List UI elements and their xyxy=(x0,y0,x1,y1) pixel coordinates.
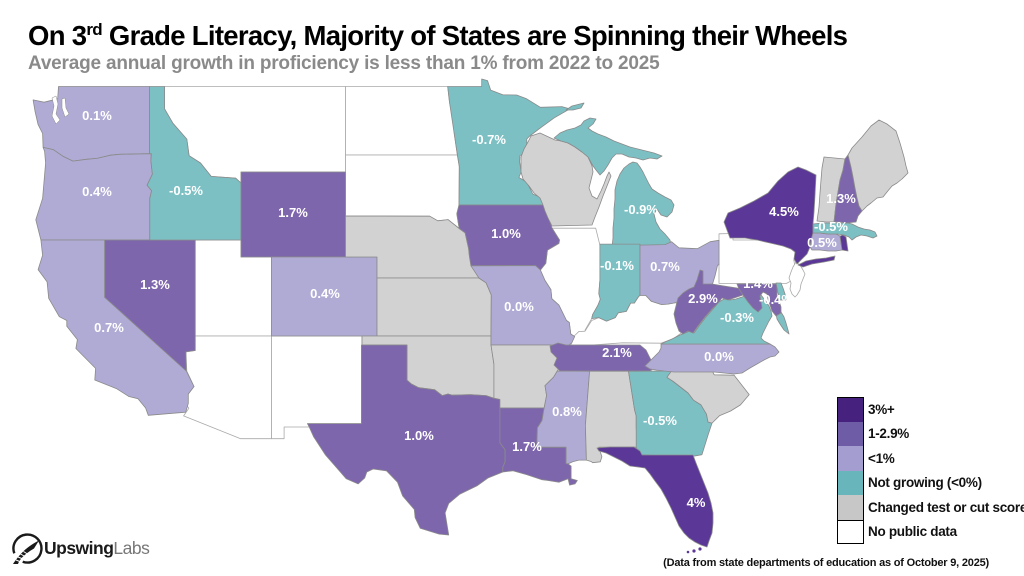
svg-text:-0.1%: -0.1% xyxy=(600,258,634,273)
svg-text:1.0%: 1.0% xyxy=(404,428,434,443)
svg-text:1.3%: 1.3% xyxy=(140,277,170,292)
svg-text:-0.3%: -0.3% xyxy=(720,310,754,325)
svg-text:1.7%: 1.7% xyxy=(512,439,542,454)
svg-text:4%: 4% xyxy=(687,495,706,510)
svg-text:0.1%: 0.1% xyxy=(82,108,112,123)
svg-text:1.3%: 1.3% xyxy=(826,191,856,206)
svg-text:0.5%: 0.5% xyxy=(807,235,837,250)
svg-text:-0.7%: -0.7% xyxy=(472,132,506,147)
svg-text:-0.5%: -0.5% xyxy=(643,413,677,428)
svg-text:0.0%: 0.0% xyxy=(704,349,734,364)
svg-text:1.7%: 1.7% xyxy=(278,205,308,220)
svg-text:1.0%: 1.0% xyxy=(491,226,521,241)
svg-text:1.4%: 1.4% xyxy=(743,276,773,291)
svg-text:-0.9%: -0.9% xyxy=(624,202,658,217)
svg-text:-0.5%: -0.5% xyxy=(169,183,203,198)
svg-text:0.7%: 0.7% xyxy=(650,259,680,274)
svg-text:0.0%: 0.0% xyxy=(504,299,534,314)
svg-text:0.4%: 0.4% xyxy=(82,184,112,199)
svg-text:-0.4%: -0.4% xyxy=(759,292,793,307)
svg-text:2.1%: 2.1% xyxy=(602,345,632,360)
svg-text:4.5%: 4.5% xyxy=(769,204,799,219)
svg-text:0.8%: 0.8% xyxy=(552,404,582,419)
svg-text:0.4%: 0.4% xyxy=(310,286,340,301)
svg-text:-0.5%: -0.5% xyxy=(814,219,848,234)
svg-text:0.7%: 0.7% xyxy=(94,320,124,335)
svg-text:2.9%: 2.9% xyxy=(688,291,718,306)
